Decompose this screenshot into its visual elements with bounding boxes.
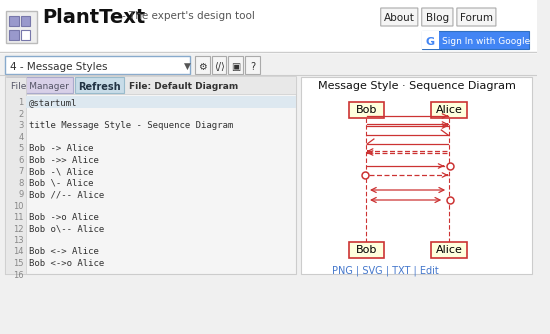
FancyBboxPatch shape — [228, 56, 243, 74]
Text: ?: ? — [250, 62, 255, 72]
Text: 2: 2 — [18, 110, 24, 119]
FancyBboxPatch shape — [5, 56, 190, 74]
Text: Bob //-- Alice: Bob //-- Alice — [29, 190, 104, 199]
FancyBboxPatch shape — [457, 8, 496, 26]
Text: 13: 13 — [13, 236, 24, 245]
Text: File: Default Diagram: File: Default Diagram — [129, 82, 238, 91]
FancyBboxPatch shape — [9, 30, 19, 40]
Text: - The expert's design tool: - The expert's design tool — [122, 11, 255, 21]
Text: Bob: Bob — [355, 245, 377, 255]
FancyBboxPatch shape — [432, 242, 466, 258]
Text: 9: 9 — [18, 190, 24, 199]
Text: 8: 8 — [18, 178, 24, 187]
FancyBboxPatch shape — [381, 8, 418, 26]
Text: 3: 3 — [18, 121, 24, 130]
Text: Blog: Blog — [426, 13, 449, 23]
FancyBboxPatch shape — [301, 77, 532, 274]
Text: Bob <-> Alice: Bob <-> Alice — [29, 247, 99, 257]
Text: Bob \- Alice: Bob \- Alice — [29, 178, 94, 187]
Text: ⚙: ⚙ — [198, 62, 207, 72]
Text: 11: 11 — [13, 213, 24, 222]
Text: 6: 6 — [18, 156, 24, 165]
Text: 15: 15 — [13, 259, 24, 268]
FancyBboxPatch shape — [5, 76, 296, 94]
Text: 10: 10 — [13, 201, 24, 210]
Text: Bob -> Alice: Bob -> Alice — [29, 144, 94, 153]
Text: Message Style · Sequence Diagram: Message Style · Sequence Diagram — [318, 81, 516, 91]
Text: Bob -\ Alice: Bob -\ Alice — [29, 167, 94, 176]
Text: 4 - Message Styles: 4 - Message Styles — [10, 62, 107, 72]
Text: 12: 12 — [13, 224, 24, 233]
Text: 7: 7 — [18, 167, 24, 176]
Text: 16: 16 — [13, 271, 24, 280]
Text: ▣: ▣ — [231, 62, 240, 72]
FancyBboxPatch shape — [6, 11, 37, 43]
FancyBboxPatch shape — [20, 16, 30, 26]
Text: PlantText: PlantText — [42, 8, 145, 27]
Text: Bob ->o Alice: Bob ->o Alice — [29, 213, 99, 222]
Text: PNG | SVG | TXT | Edit: PNG | SVG | TXT | Edit — [332, 266, 439, 277]
FancyBboxPatch shape — [432, 102, 466, 118]
FancyBboxPatch shape — [245, 56, 260, 74]
FancyBboxPatch shape — [26, 96, 296, 108]
Text: 14: 14 — [13, 247, 24, 257]
FancyBboxPatch shape — [212, 56, 227, 74]
Text: Alice: Alice — [436, 105, 463, 115]
FancyBboxPatch shape — [75, 77, 124, 93]
FancyBboxPatch shape — [5, 77, 296, 274]
Text: Sign In with Google: Sign In with Google — [442, 37, 531, 46]
FancyBboxPatch shape — [422, 31, 439, 49]
Text: File Manager: File Manager — [11, 82, 69, 91]
Text: Refresh: Refresh — [78, 82, 121, 92]
Text: Bob o\-- Alice: Bob o\-- Alice — [29, 224, 104, 233]
Text: Bob: Bob — [355, 105, 377, 115]
FancyBboxPatch shape — [9, 16, 19, 26]
Text: 4: 4 — [18, 133, 24, 142]
Text: Forum: Forum — [460, 13, 493, 23]
FancyBboxPatch shape — [0, 0, 537, 334]
FancyBboxPatch shape — [195, 56, 210, 74]
FancyBboxPatch shape — [349, 242, 384, 258]
Text: @startuml: @startuml — [29, 98, 78, 107]
FancyBboxPatch shape — [422, 31, 529, 49]
Text: ▼: ▼ — [184, 62, 190, 71]
Text: Bob <->o Alice: Bob <->o Alice — [29, 259, 104, 268]
Text: 1: 1 — [18, 98, 24, 107]
FancyBboxPatch shape — [20, 30, 30, 40]
Text: title Message Style - Sequence Diagram: title Message Style - Sequence Diagram — [29, 121, 234, 130]
Text: Bob ->> Alice: Bob ->> Alice — [29, 156, 99, 165]
Text: ⟨/⟩: ⟨/⟩ — [214, 62, 224, 72]
FancyBboxPatch shape — [422, 8, 453, 26]
FancyBboxPatch shape — [349, 102, 384, 118]
Text: G: G — [426, 37, 435, 47]
Text: Alice: Alice — [436, 245, 463, 255]
Text: 5: 5 — [18, 144, 24, 153]
Text: About: About — [384, 13, 415, 23]
FancyBboxPatch shape — [0, 0, 537, 54]
FancyBboxPatch shape — [7, 77, 73, 93]
FancyBboxPatch shape — [5, 77, 26, 274]
